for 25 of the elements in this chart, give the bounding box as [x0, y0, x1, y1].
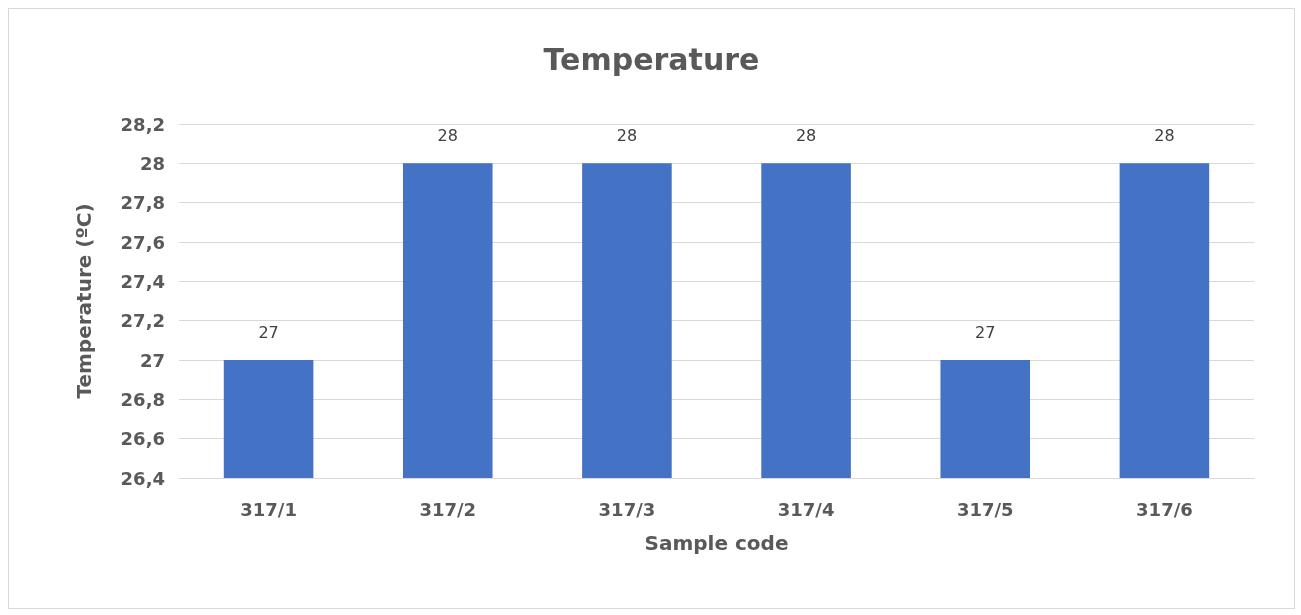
data-label: 28 [795, 125, 817, 145]
data-label: 28 [437, 125, 458, 145]
x-tick-label: 317/4 [777, 498, 835, 520]
x-tick-label: 317/6 [1136, 498, 1193, 520]
y-tick-label: 27,4 [120, 270, 165, 292]
y-tick-label: 26,4 [120, 467, 165, 489]
y-tick-label: 27,6 [120, 231, 165, 253]
y-tick-label: 28,2 [120, 113, 165, 135]
x-tick-label: 317/1 [240, 498, 297, 520]
x-axis-title: Sample code [644, 531, 789, 555]
data-label: 27 [258, 322, 279, 342]
y-tick-label: 28 [139, 152, 165, 174]
data-label: 28 [616, 125, 638, 145]
x-tick-label: 317/5 [956, 498, 1014, 520]
x-tick-label: 317/3 [598, 498, 656, 520]
data-label: 28 [1154, 125, 1175, 145]
y-tick-label: 27 [139, 349, 165, 371]
y-axis-title: Temperature (ºC) [72, 203, 96, 399]
data-label: 27 [975, 322, 996, 342]
y-tick-label: 27,2 [120, 310, 165, 332]
y-tick-label: 26,8 [120, 388, 165, 410]
y-tick-label: 27,8 [120, 192, 165, 214]
x-tick-label: 317/2 [419, 498, 477, 520]
chart-title: Temperature [543, 41, 760, 77]
y-tick-label: 26,6 [120, 428, 165, 450]
